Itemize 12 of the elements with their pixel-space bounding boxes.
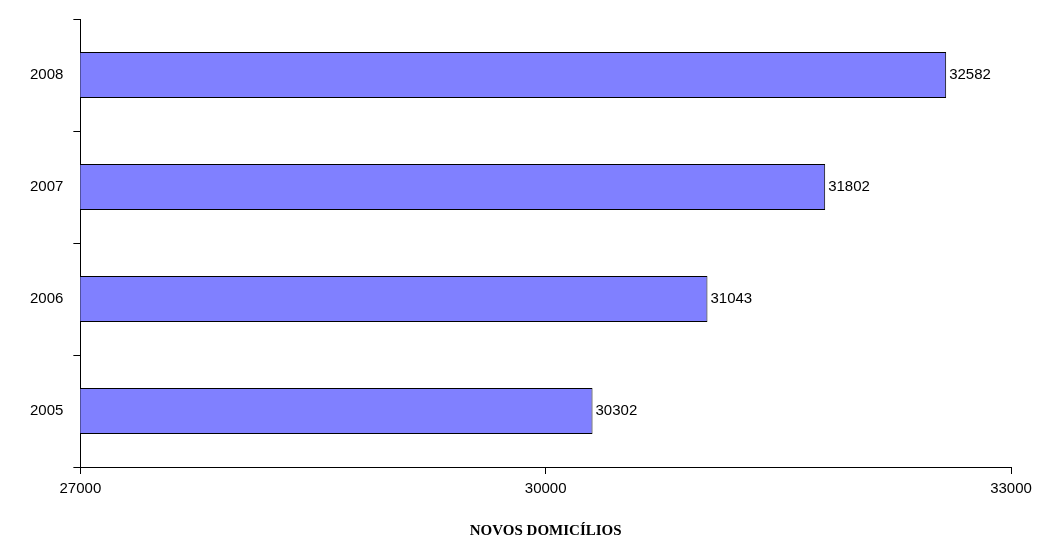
data-label: 31802 (828, 177, 870, 195)
y-tick-label: 2006 (29, 289, 64, 307)
y-tick-label: 2008 (29, 65, 64, 83)
data-label: 31043 (710, 289, 753, 307)
y-tick-label: 2007 (29, 177, 64, 195)
data-label: 32582 (949, 65, 991, 83)
x-tick-label: 33000 (990, 479, 1032, 497)
x-tick-label: 27000 (59, 479, 102, 497)
data-label: 30302 (595, 401, 638, 419)
x-axis-title: NOVOS DOMICÍLIOS (469, 521, 622, 538)
y-tick-label: 2005 (29, 401, 64, 419)
x-tick-label: 30000 (524, 479, 567, 497)
